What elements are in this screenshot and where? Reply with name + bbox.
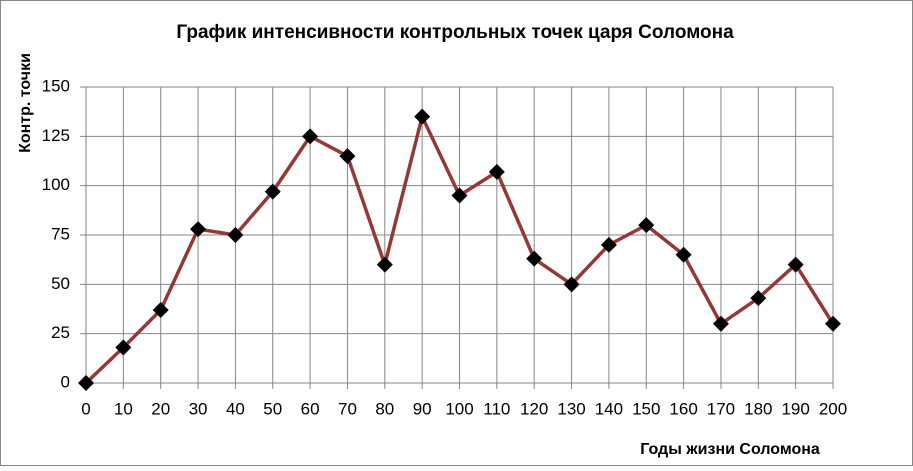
x-tick-label: 100 [445, 399, 473, 418]
chart-title: График интенсивности контрольных точек ц… [176, 22, 734, 43]
x-tick-label: 170 [707, 399, 735, 418]
x-tick-label: 110 [483, 399, 510, 418]
y-tick-label: 50 [51, 274, 70, 293]
x-axis-label: Годы жизни Соломона [640, 441, 820, 458]
x-tick-label: 10 [114, 399, 133, 418]
marker [227, 227, 244, 243]
marker [78, 375, 94, 391]
marker [526, 250, 543, 267]
marker [675, 246, 692, 263]
y-tick-label: 125 [42, 126, 70, 145]
marker [264, 183, 281, 200]
y-axis-label: Контр. точки [17, 53, 34, 153]
marker [451, 187, 468, 204]
x-tick-label: 80 [375, 399, 394, 418]
x-tick-label: 200 [819, 399, 847, 418]
y-tick-label: 75 [51, 224, 70, 243]
x-tick-label: 30 [189, 399, 208, 418]
y-tick-label: 100 [42, 175, 70, 194]
marker [638, 217, 655, 234]
marker [302, 128, 319, 145]
marker [115, 339, 132, 356]
x-tick-label: 160 [669, 399, 697, 418]
marker [152, 301, 169, 318]
marker [414, 108, 431, 125]
x-tick-label: 90 [413, 399, 432, 418]
x-tick-label: 50 [263, 399, 282, 418]
marker [339, 148, 356, 165]
marker [563, 276, 580, 293]
y-tick-label: 0 [61, 372, 70, 391]
y-tick-label: 150 [42, 76, 70, 95]
x-tick-label: 0 [81, 399, 90, 418]
x-tick-label: 120 [520, 399, 548, 418]
marker [376, 256, 393, 273]
x-tick-label: 180 [744, 399, 772, 418]
x-tick-label: 40 [226, 399, 245, 418]
marker [712, 315, 729, 332]
marker [488, 163, 505, 180]
x-tick-label: 190 [781, 399, 809, 418]
marker [600, 236, 617, 253]
x-tick-label: 70 [338, 399, 357, 418]
marker [825, 315, 841, 332]
marker [190, 221, 207, 238]
x-tick-label: 150 [632, 399, 660, 418]
y-tick-label: 25 [51, 323, 70, 342]
marker [787, 256, 804, 273]
x-tick-label: 130 [557, 399, 585, 418]
marker [750, 290, 767, 307]
x-tick-label: 20 [151, 399, 170, 418]
x-tick-label: 60 [301, 399, 320, 418]
x-tick-label: 140 [595, 399, 623, 418]
